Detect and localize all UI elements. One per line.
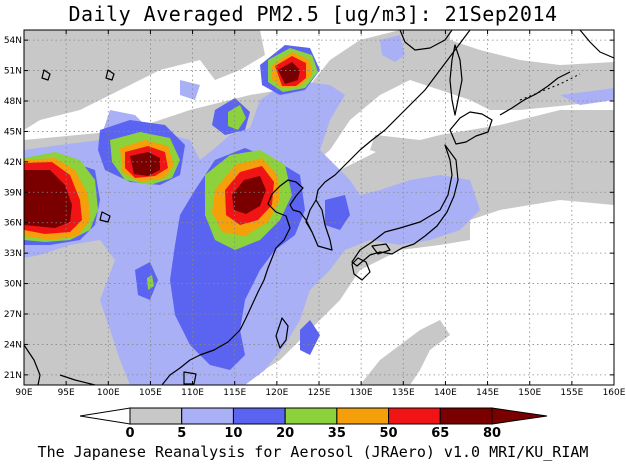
latitude-tick-labels: 21N 24N 27N 30N 33N 36N 39N 42N 45N 48N 51N 54N: [4, 36, 22, 381]
colorbar-above-arrow: [491, 407, 548, 425]
lon-tick-label: 95E: [58, 388, 75, 398]
lon-tick-label: 90E: [15, 388, 32, 398]
footer-credit: The Japanese Reanalysis for Aerosol (JRA…: [37, 443, 589, 461]
colorbar-tick-label: 65: [431, 426, 449, 441]
coastlines: [24, 30, 614, 385]
lat-tick-label: 45N: [4, 127, 22, 137]
concentration-above-80-region: [24, 62, 300, 228]
lat-tick-label: 36N: [4, 219, 22, 229]
lat-tick-label: 27N: [4, 310, 22, 320]
lon-tick-label: 100E: [97, 388, 120, 398]
lon-tick-label: 110E: [181, 388, 204, 398]
lon-tick-label: 130E: [350, 388, 373, 398]
colorbar-segment: [388, 407, 441, 425]
colorbar-segment: [129, 407, 183, 425]
lon-tick-label: 140E: [434, 388, 457, 398]
lon-tick-label: 135E: [392, 388, 415, 398]
map-plot-area: [24, 30, 614, 385]
lon-tick-label: 105E: [139, 388, 162, 398]
colorbar-tick-label: 10: [224, 426, 242, 441]
lon-tick-label: 155E: [560, 388, 583, 398]
lat-tick-label: 21N: [4, 371, 22, 381]
lat-tick-label: 54N: [4, 36, 22, 46]
lat-tick-label: 51N: [4, 67, 22, 77]
colorbar-segment: [439, 407, 493, 425]
lat-tick-label: 48N: [4, 97, 22, 107]
lon-tick-label: 115E: [223, 388, 246, 398]
colorbar-tick-label: 5: [177, 426, 186, 441]
lat-tick-label: 33N: [4, 249, 22, 259]
tick-marks: [23, 30, 615, 385]
lat-tick-label: 30N: [4, 280, 22, 290]
colorbar-tick-label: 50: [380, 426, 398, 441]
map-title: Daily Averaged PM2.5 [ug/m3]: 21Sep2014: [68, 2, 558, 26]
colorbar-segment: [284, 407, 338, 425]
island-chain-dashes: [519, 73, 581, 101]
lat-tick-label: 24N: [4, 340, 22, 350]
colorbar-tick-label: 80: [483, 426, 501, 441]
colorbar-segment: [181, 407, 234, 425]
colorbar-tick-label: 20: [276, 426, 294, 441]
colorbar-segment: [232, 407, 286, 425]
lat-tick-label: 39N: [4, 188, 22, 198]
map-gridlines: [24, 30, 614, 385]
colorbar-tick-label: 0: [125, 426, 134, 441]
colorbar: 0 5 10 20 35 50 65 80: [79, 407, 548, 441]
lat-tick-label: 42N: [4, 158, 22, 168]
lon-tick-label: 160E: [603, 388, 626, 398]
lon-tick-label: 150E: [518, 388, 541, 398]
colorbar-tick-label: 35: [328, 426, 346, 441]
lon-tick-label: 120E: [265, 388, 288, 398]
colorbar-below-arrow: [79, 407, 131, 425]
colorbar-segment: [336, 407, 390, 425]
longitude-tick-labels: 90E 95E 100E 105E 110E 115E 120E 125E 130E 135E 14…: [15, 388, 625, 398]
lon-tick-label: 125E: [308, 388, 331, 398]
lon-tick-label: 145E: [476, 388, 499, 398]
